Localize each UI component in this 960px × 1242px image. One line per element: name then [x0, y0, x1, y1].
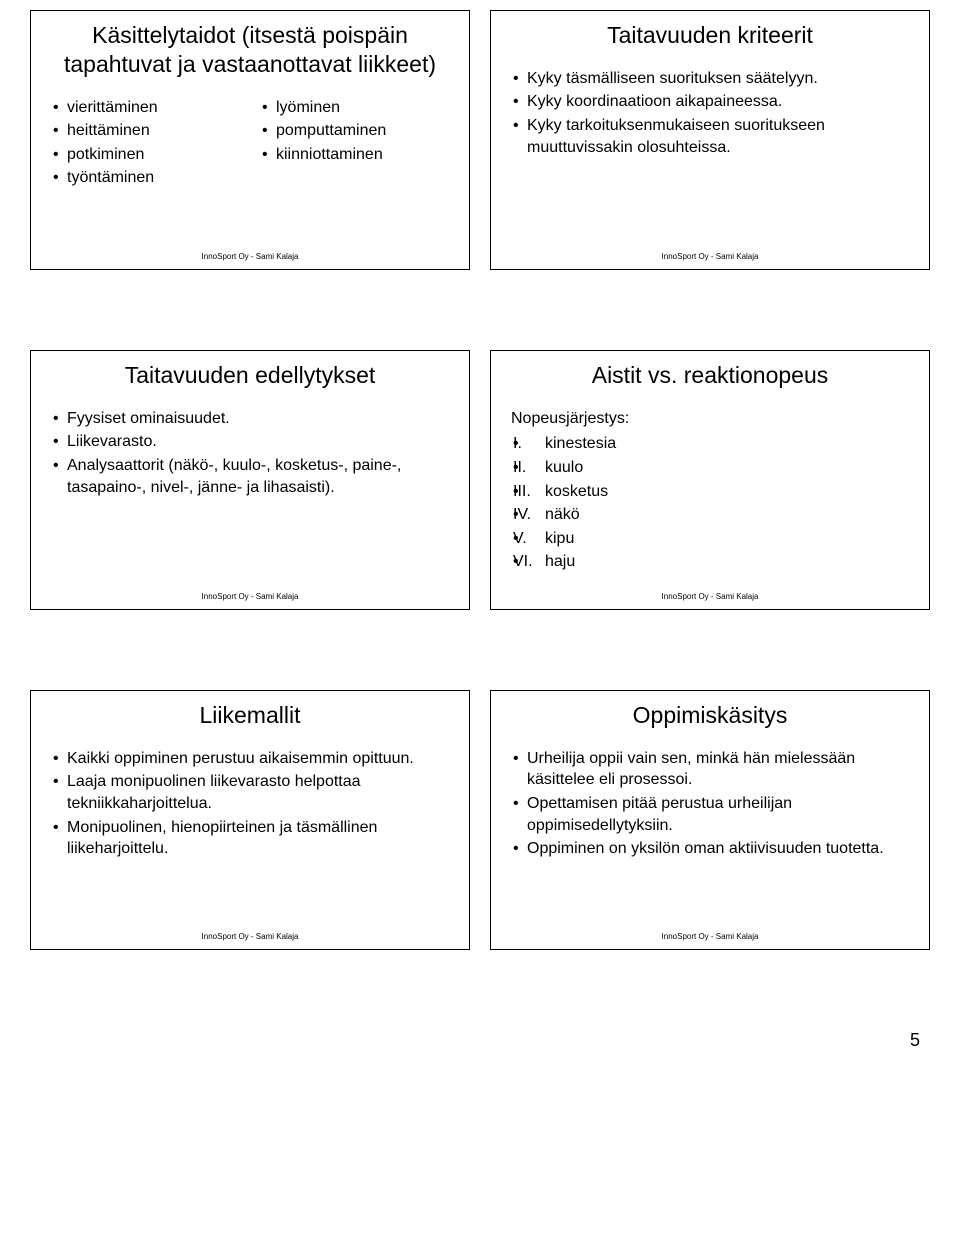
slide-2: Taitavuuden kriteerit Kyky täsmälliseen … — [490, 10, 930, 270]
list-item: II.kuulo — [511, 457, 909, 479]
slide-footer: InnoSport Oy - Sami Kalaja — [51, 592, 449, 601]
list-item: potkiminen — [51, 144, 240, 166]
roman: IV. — [513, 504, 541, 526]
roman: V. — [513, 528, 541, 550]
slide-4: Aistit vs. reaktionopeus Nopeusjärjestys… — [490, 350, 930, 610]
list-item: pomputtaminen — [260, 120, 449, 142]
list-left: vierittäminen heittäminen potkiminen työ… — [51, 97, 240, 243]
list-item: Urheilija oppii vain sen, minkä hän miel… — [511, 748, 909, 791]
slide-row: Liikemallit Kaikki oppiminen perustuu ai… — [30, 690, 930, 950]
list-item: lyöminen — [260, 97, 449, 119]
list-item: Analysaattorit (näkö-, kuulo-, kosketus-… — [51, 455, 449, 498]
list-item: III.kosketus — [511, 481, 909, 503]
slide-5: Liikemallit Kaikki oppiminen perustuu ai… — [30, 690, 470, 950]
list-item: Liikevarasto. — [51, 431, 449, 453]
ordered-list: I.kinestesia II.kuulo III.kosketus IV.nä… — [511, 433, 909, 573]
slide-body: Kyky täsmälliseen suorituksen säätelyyn.… — [511, 68, 909, 242]
list-item: Opettamisen pitää perustua urheilijan op… — [511, 793, 909, 836]
list-item: Fyysiset ominaisuudet. — [51, 408, 449, 430]
list-item: vierittäminen — [51, 97, 240, 119]
slide-title: Oppimiskäsitys — [511, 701, 909, 730]
slide-body: Nopeusjärjestys: I.kinestesia II.kuulo I… — [511, 408, 909, 582]
slide-3: Taitavuuden edellytykset Fyysiset ominai… — [30, 350, 470, 610]
list-item: Monipuolinen, hienopiirteinen ja täsmäll… — [51, 817, 449, 860]
list-item: I.kinestesia — [511, 433, 909, 455]
list-item: kiinniottaminen — [260, 144, 449, 166]
roman: I. — [513, 433, 541, 455]
list-item: Kyky koordinaatioon aikapaineessa. — [511, 91, 909, 113]
list: Fyysiset ominaisuudet. Liikevarasto. Ana… — [51, 408, 449, 498]
list: Urheilija oppii vain sen, minkä hän miel… — [511, 748, 909, 860]
list-item: V.kipu — [511, 528, 909, 550]
slide-row: Käsittelytaidot (itsestä poispäin tapaht… — [30, 10, 930, 270]
page-number: 5 — [30, 1030, 930, 1051]
item-text: kinestesia — [545, 435, 616, 452]
item-text: näkö — [545, 506, 580, 523]
roman: II. — [513, 457, 541, 479]
list-item: Kyky täsmälliseen suorituksen säätelyyn. — [511, 68, 909, 90]
slide-footer: InnoSport Oy - Sami Kalaja — [51, 252, 449, 261]
list-item: työntäminen — [51, 167, 240, 189]
item-text: haju — [545, 553, 575, 570]
slide-body: Urheilija oppii vain sen, minkä hän miel… — [511, 748, 909, 922]
list-item: IV.näkö — [511, 504, 909, 526]
slide-1: Käsittelytaidot (itsestä poispäin tapaht… — [30, 10, 470, 270]
list-item: Laaja monipuolinen liikevarasto helpotta… — [51, 771, 449, 814]
slide-title: Aistit vs. reaktionopeus — [511, 361, 909, 390]
slide-6: Oppimiskäsitys Urheilija oppii vain sen,… — [490, 690, 930, 950]
slide-title: Taitavuuden kriteerit — [511, 21, 909, 50]
slide-title: Liikemallit — [51, 701, 449, 730]
page: Käsittelytaidot (itsestä poispäin tapaht… — [0, 0, 960, 1081]
slide-body: Kaikki oppiminen perustuu aikaisemmin op… — [51, 748, 449, 922]
slide-footer: InnoSport Oy - Sami Kalaja — [511, 592, 909, 601]
list-item: Oppiminen on yksilön oman aktiivisuuden … — [511, 838, 909, 860]
roman: III. — [513, 481, 541, 503]
list-right: lyöminen pomputtaminen kiinniottaminen — [260, 97, 449, 243]
list-item: heittäminen — [51, 120, 240, 142]
item-text: kipu — [545, 530, 574, 547]
item-text: kuulo — [545, 459, 583, 476]
slide-row: Taitavuuden edellytykset Fyysiset ominai… — [30, 350, 930, 610]
list-item: Kyky tarkoituksenmukaiseen suoritukseen … — [511, 115, 909, 158]
intro-text: Nopeusjärjestys: — [511, 408, 909, 430]
slide-footer: InnoSport Oy - Sami Kalaja — [511, 252, 909, 261]
slide-title: Taitavuuden edellytykset — [51, 361, 449, 390]
slide-footer: InnoSport Oy - Sami Kalaja — [511, 932, 909, 941]
slide-body: vierittäminen heittäminen potkiminen työ… — [51, 97, 449, 243]
list: Kaikki oppiminen perustuu aikaisemmin op… — [51, 748, 449, 860]
slide-body: Fyysiset ominaisuudet. Liikevarasto. Ana… — [51, 408, 449, 582]
slide-title: Käsittelytaidot (itsestä poispäin tapaht… — [51, 21, 449, 79]
list-item: Kaikki oppiminen perustuu aikaisemmin op… — [51, 748, 449, 770]
roman: VI. — [513, 551, 541, 573]
list: Kyky täsmälliseen suorituksen säätelyyn.… — [511, 68, 909, 158]
list-item: VI.haju — [511, 551, 909, 573]
item-text: kosketus — [545, 483, 608, 500]
slide-footer: InnoSport Oy - Sami Kalaja — [51, 932, 449, 941]
